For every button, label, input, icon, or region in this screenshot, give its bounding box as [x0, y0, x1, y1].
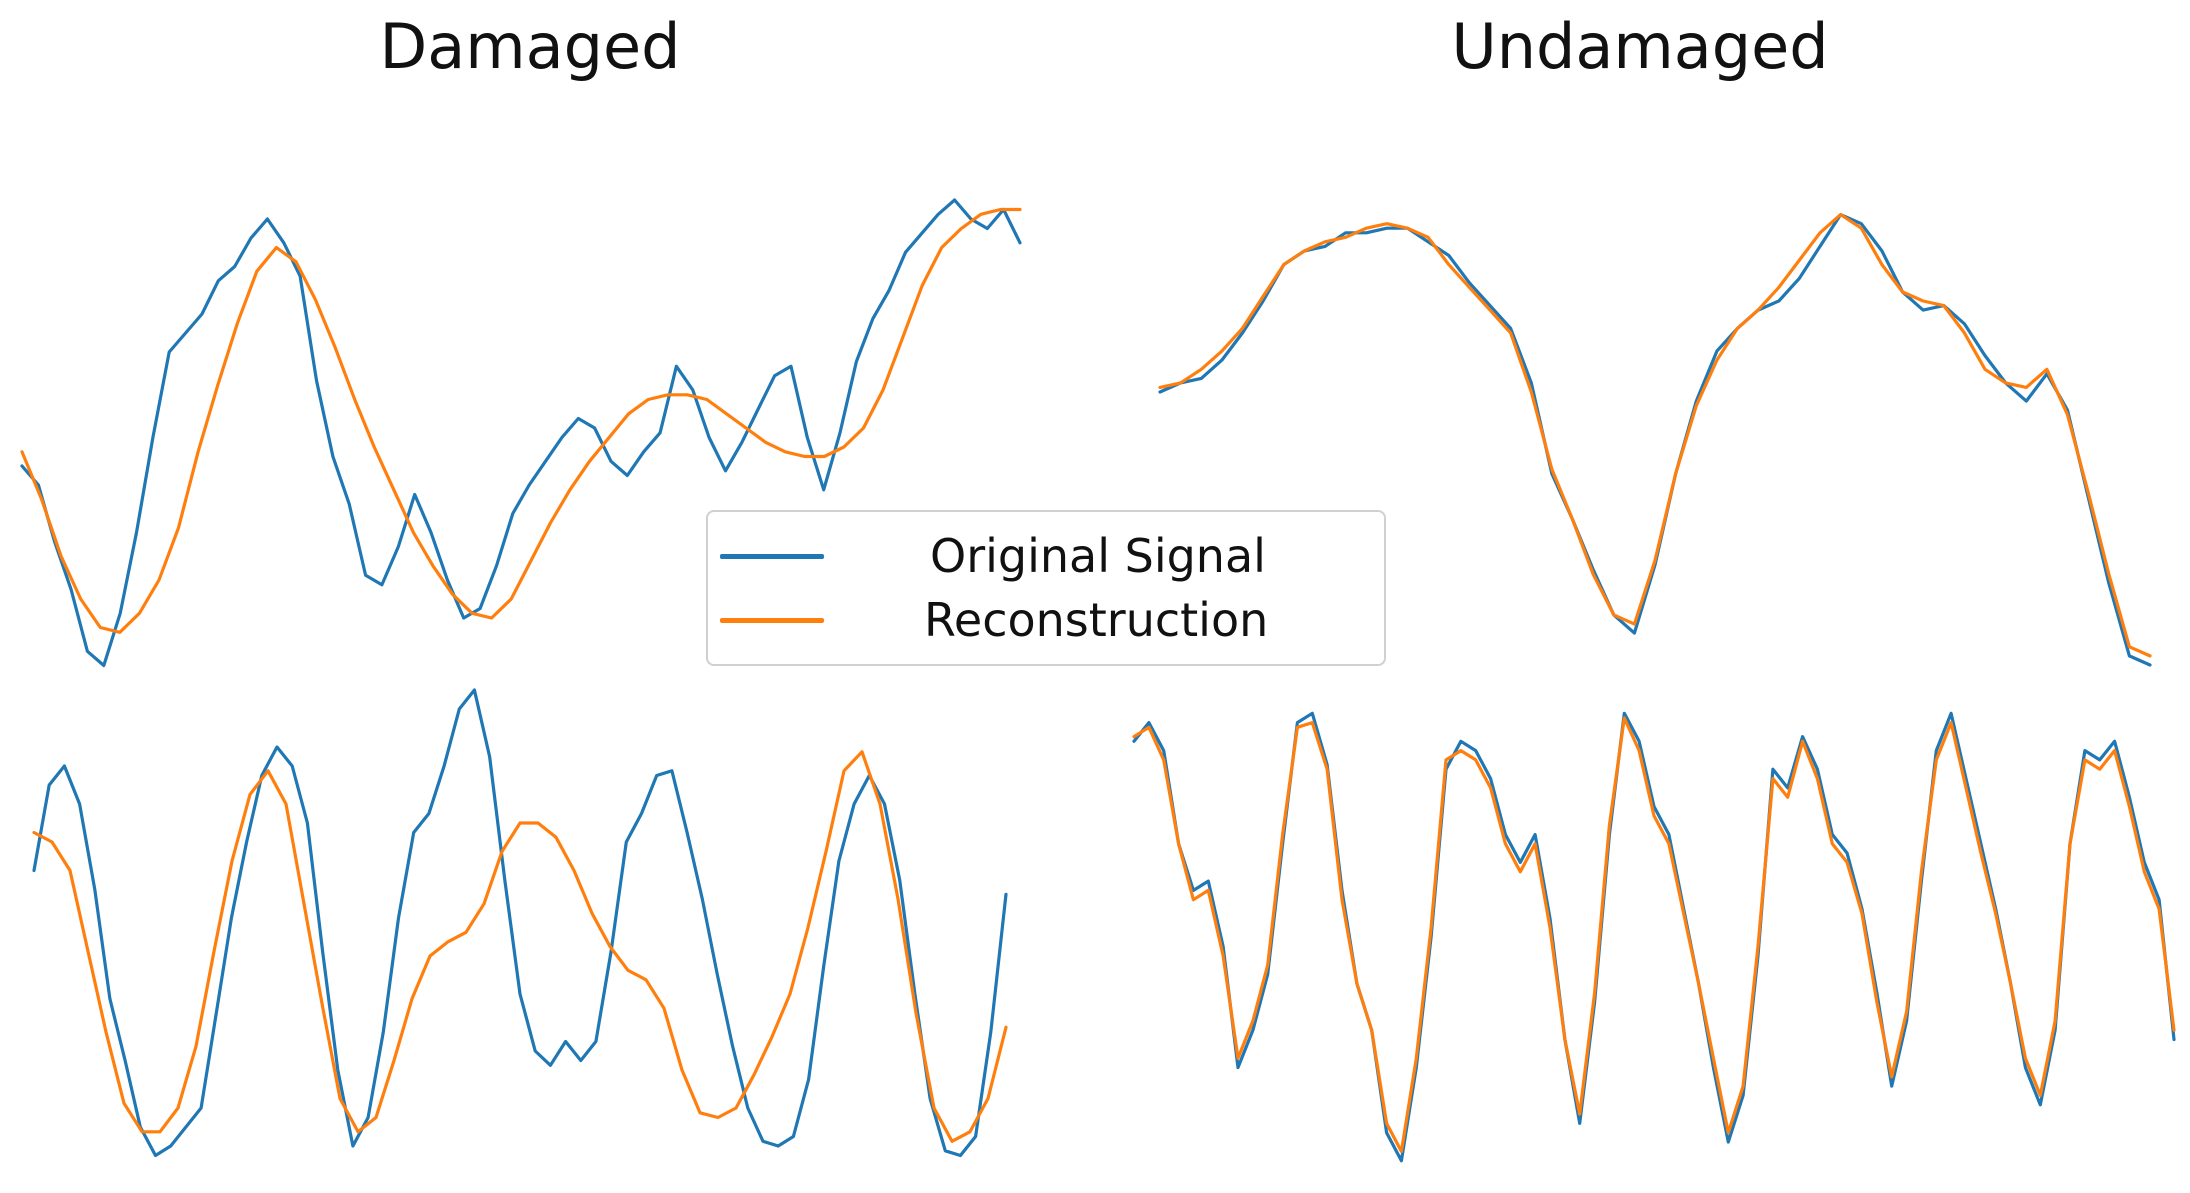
damaged-top-plot [20, 198, 1022, 668]
damaged-top-reconstruction-line [20, 207, 1022, 634]
legend-item-original: Original Signal [720, 526, 1266, 586]
damaged-top-original-signal-line [20, 198, 1022, 668]
undamaged-bottom-reconstruction-line [1132, 716, 2176, 1153]
damaged-title: Damaged [379, 10, 681, 83]
undamaged-top-plot [1158, 212, 2152, 667]
legend-label-original: Original Signal [930, 529, 1266, 583]
legend-swatch-original [720, 553, 824, 559]
legend-item-reconstruction: Reconstruction [720, 590, 1268, 650]
undamaged-top-reconstruction-line [1158, 212, 2152, 658]
undamaged-title: Undamaged [1451, 10, 1829, 83]
damaged-bottom-plot [32, 688, 1008, 1158]
damaged-bottom-original-signal-line [32, 688, 1008, 1158]
legend-swatch-reconstruction [720, 617, 824, 623]
legend-label-reconstruction: Reconstruction [924, 593, 1269, 647]
damaged-bottom-reconstruction-line [32, 750, 1008, 1143]
undamaged-bottom-plot [1132, 711, 2176, 1163]
legend: Original Signal Reconstruction [706, 510, 1386, 666]
